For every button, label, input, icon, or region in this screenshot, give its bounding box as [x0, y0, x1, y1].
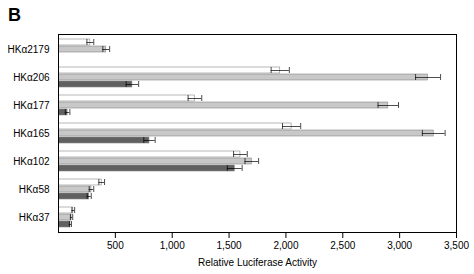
svg-text:HKα102: HKα102	[13, 156, 50, 167]
svg-text:2,500: 2,500	[330, 240, 355, 251]
svg-text:1,000: 1,000	[160, 240, 185, 251]
svg-text:HKα37: HKα37	[19, 212, 50, 223]
svg-text:500: 500	[107, 240, 124, 251]
svg-text:Relative Luciferase Activity: Relative Luciferase Activity	[198, 257, 317, 268]
svg-text:HKα58: HKα58	[19, 184, 50, 195]
svg-text:HKα177: HKα177	[13, 100, 50, 111]
svg-text:HKα165: HKα165	[13, 128, 50, 139]
svg-text:HKα206: HKα206	[13, 72, 50, 83]
svg-text:3,000: 3,000	[387, 240, 412, 251]
svg-text:3,500: 3,500	[444, 240, 469, 251]
svg-text:HKα2179: HKα2179	[8, 44, 50, 55]
html-text:B: B	[8, 5, 21, 25]
svg-text:1,500: 1,500	[217, 240, 242, 251]
svg-text:2,000: 2,000	[273, 240, 298, 251]
